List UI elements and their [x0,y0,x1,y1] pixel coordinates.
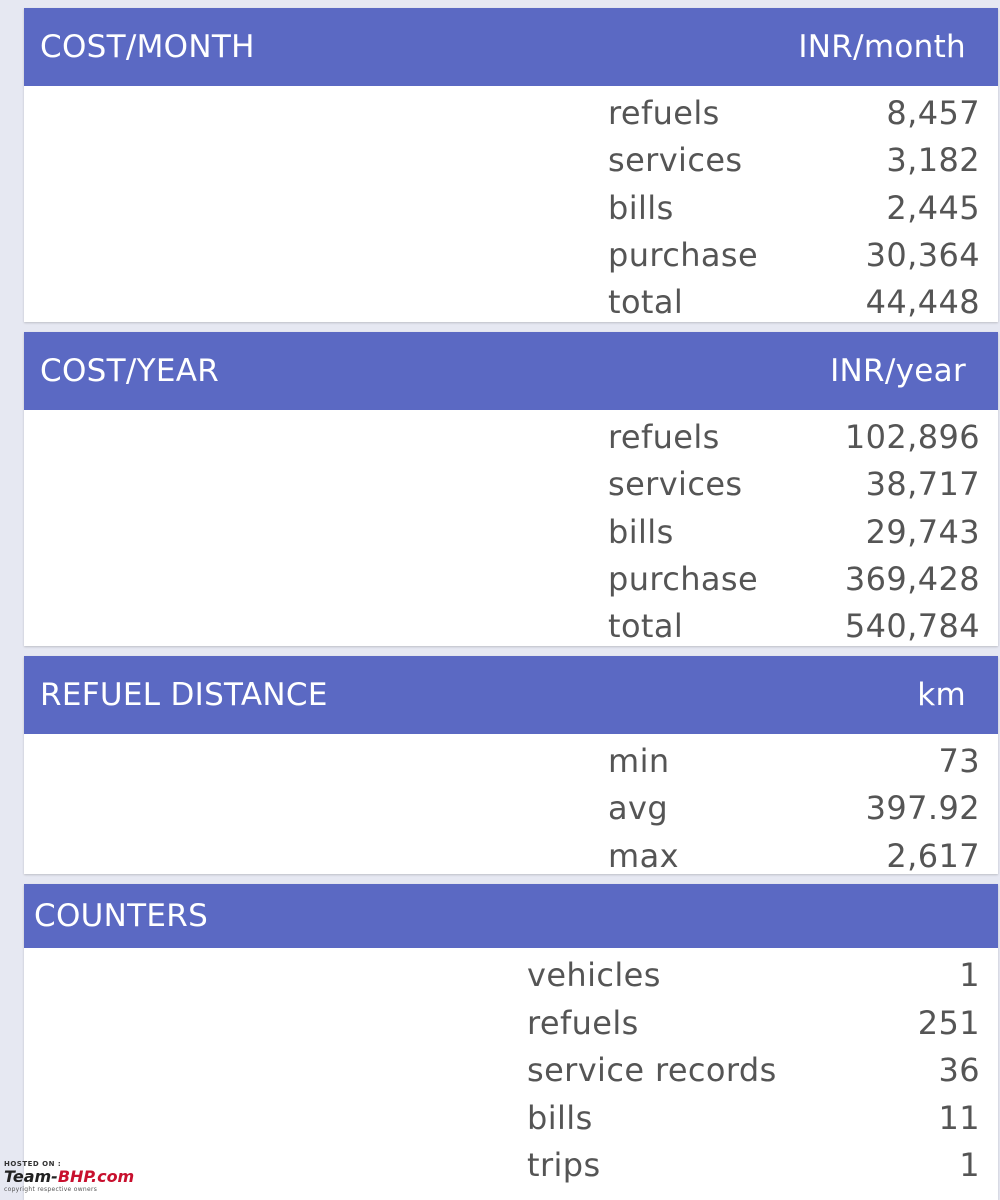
stat-value: 102,896 [844,418,980,456]
stat-row: refuels 102,896 [24,414,998,461]
stat-row: services 38,717 [24,461,998,508]
cost-month-card: COST/MONTH INR/month refuels 8,457 servi… [24,8,998,322]
stat-value: 73 [938,742,980,780]
stat-value: 29,743 [865,512,980,551]
refuel-distance-header: REFUEL DISTANCE km [24,656,998,734]
stat-row: services 3,182 [24,137,998,184]
stat-row: total 540,784 [24,603,998,650]
stat-value: 11 [938,1098,980,1137]
stat-value: 251 [917,1003,980,1042]
stat-row: trips 1 [24,1142,998,1190]
refuel-distance-card: REFUEL DISTANCE km min 73 avg 397.92 max… [24,656,998,875]
stat-label: trips [527,1146,601,1185]
stat-row: min 73 [24,738,998,785]
stat-value: 2,445 [886,188,980,227]
cost-year-unit: INR/year [830,353,966,389]
cost-month-title: COST/MONTH [40,29,255,65]
stat-label: purchase [608,235,759,274]
stat-value: 540,784 [844,607,980,646]
cost-month-rows: refuels 8,457 services 3,182 bills 2,445… [24,86,998,326]
stat-label: avg [608,789,669,828]
stat-value: 1 [959,956,980,994]
stat-label: service records [527,1051,777,1090]
watermark-logo-right: BHP.com [57,1167,135,1186]
refuel-distance-title: REFUEL DISTANCE [40,677,328,713]
stat-value: 2,617 [886,836,980,875]
stat-value: 1 [959,1146,980,1185]
stat-value: 44,448 [865,283,980,322]
counters-header: COUNTERS [24,884,998,948]
cost-year-title: COST/YEAR [40,353,220,389]
cost-year-card: COST/YEAR INR/year refuels 102,896 servi… [24,332,998,646]
stat-label: refuels [527,1003,639,1042]
stat-label: total [608,607,684,646]
watermark-logo: Team-BHP.com [4,1168,184,1186]
counters-rows: vehicles 1 refuels 251 service records 3… [24,948,998,1190]
stat-value: 8,457 [886,94,980,132]
stat-label: services [608,465,743,504]
stat-row: purchase 369,428 [24,556,998,603]
stat-label: bills [527,1098,593,1137]
stat-row: max 2,617 [24,833,998,880]
stat-row: avg 397.92 [24,785,998,832]
stat-value: 38,717 [865,465,980,504]
counters-card: COUNTERS vehicles 1 refuels 251 service … [24,884,998,1200]
stat-value: 30,364 [865,235,980,274]
stat-row: refuels 251 [24,1000,998,1048]
stat-label: total [608,283,684,322]
stat-row: bills 11 [24,1095,998,1143]
watermark-logo-left: Team- [4,1167,58,1186]
watermark-copyright: copyright respective owners [4,1186,98,1193]
cost-year-header: COST/YEAR INR/year [24,332,998,410]
stat-row: purchase 30,364 [24,232,998,279]
stat-row: total 44,448 [24,279,998,326]
cost-year-rows: refuels 102,896 services 38,717 bills 29… [24,410,998,650]
stat-row: service records 36 [24,1047,998,1095]
stat-label: refuels [608,94,720,132]
stat-value: 3,182 [886,141,980,180]
refuel-distance-rows: min 73 avg 397.92 max 2,617 [24,734,998,880]
counters-title: COUNTERS [34,898,209,934]
stat-row: refuels 8,457 [24,90,998,137]
stat-row: bills 29,743 [24,509,998,556]
stat-label: refuels [608,418,720,456]
cost-month-unit: INR/month [798,29,966,65]
stat-label: bills [608,188,674,227]
watermark-hosted-text: HOSTED ON : [4,1160,62,1168]
cost-month-header: COST/MONTH INR/month [24,8,998,86]
stat-label: max [608,836,679,875]
stat-row: vehicles 1 [24,952,998,1000]
stat-label: bills [608,512,674,551]
team-bhp-watermark: HOSTED ON : Team-BHP.com copyright respe… [4,1160,184,1198]
stat-label: services [608,141,743,180]
stat-value: 397.92 [865,789,980,828]
stat-value: 369,428 [844,559,980,598]
stat-row: bills 2,445 [24,185,998,232]
stat-label: purchase [608,559,759,598]
refuel-distance-unit: km [917,677,966,713]
stat-label: min [608,742,670,780]
stat-value: 36 [938,1051,980,1090]
stat-label: vehicles [527,956,661,994]
